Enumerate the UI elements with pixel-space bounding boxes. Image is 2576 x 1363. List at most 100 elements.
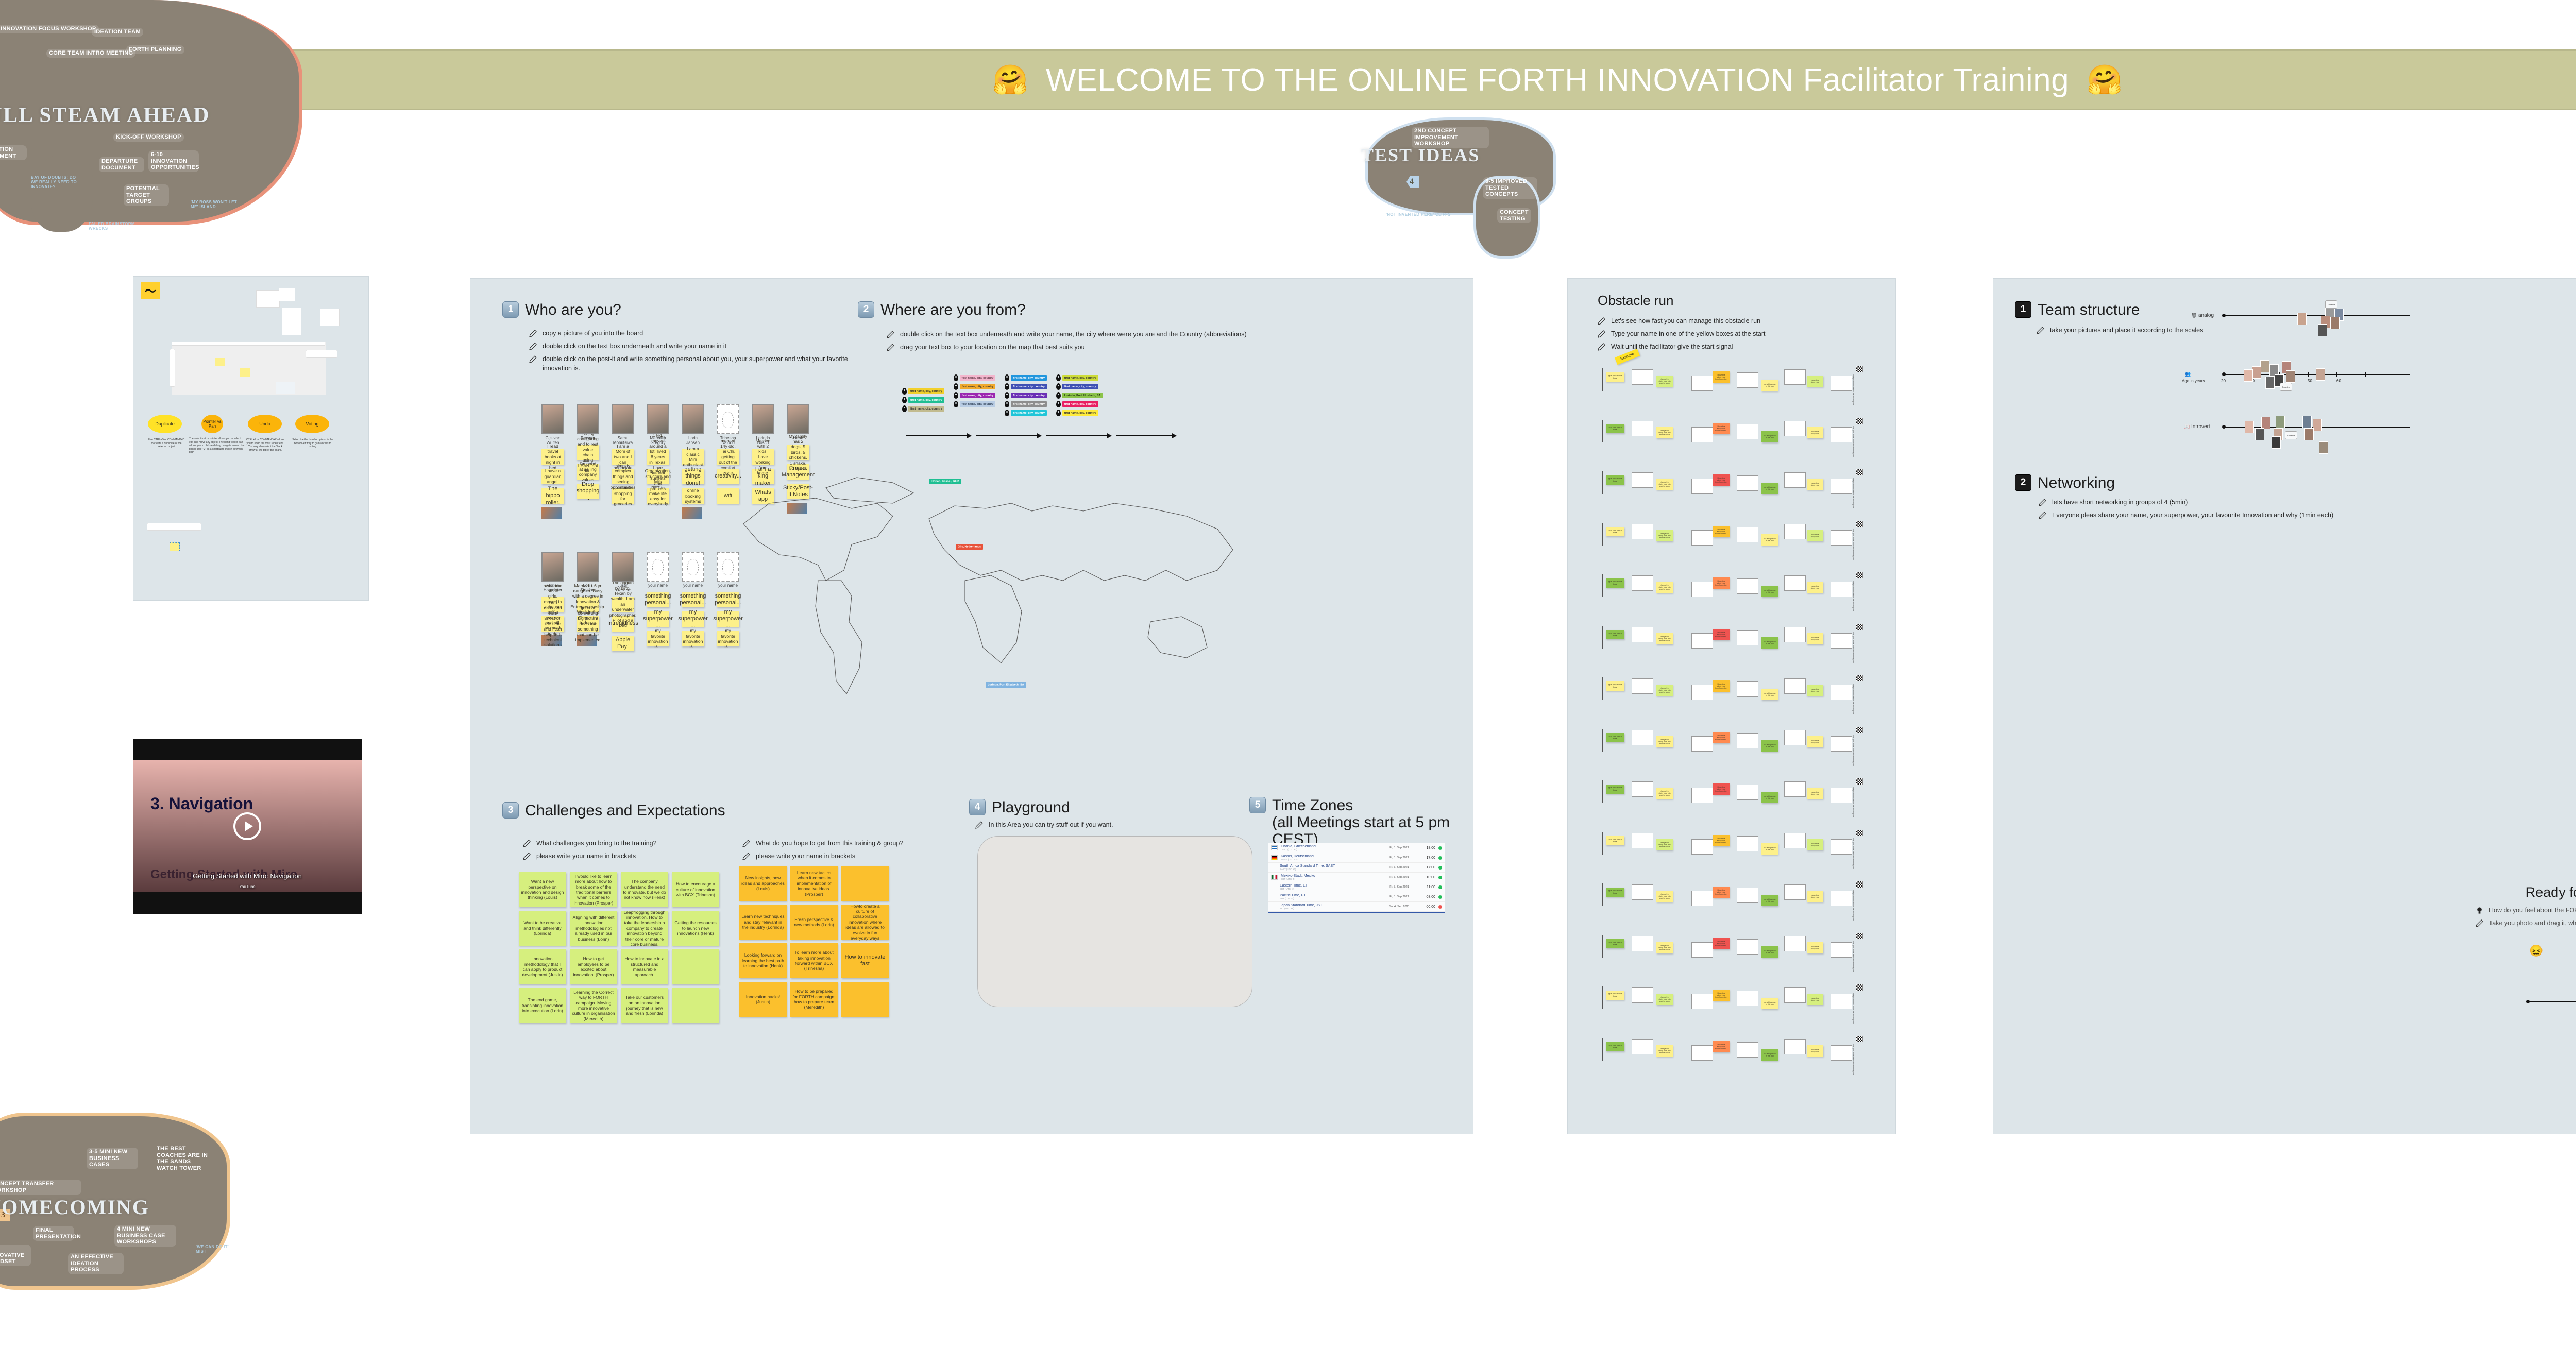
participant-thumb[interactable] — [2286, 370, 2295, 383]
obstacle-name-note[interactable]: type your name here — [1606, 527, 1624, 536]
location-pin-label[interactable]: first name, city, country — [1011, 410, 1047, 416]
obstacle-frame[interactable] — [1831, 839, 1852, 855]
obstacle-sticky-note[interactable]: move this sticky note — [1807, 582, 1823, 593]
sticky-note[interactable]: Sticky/Post-It Notes — [783, 484, 813, 499]
location-pin-label[interactable]: first name, city, country — [908, 388, 944, 394]
obstacle-sticky-note[interactable]: put a big arrow in this box — [1761, 843, 1778, 855]
obstacle-sticky-note[interactable]: move this sticky note — [1807, 891, 1823, 902]
location-pin-row[interactable]: first name, city, country — [953, 383, 996, 390]
person-name[interactable]: Meredith Gregory — [650, 436, 666, 445]
person-card[interactable]: ProsperI enjoy configuring and to rest v… — [577, 404, 599, 519]
obstacle-frame[interactable] — [1691, 427, 1713, 442]
sticky-note[interactable]: something personal... — [715, 592, 741, 607]
sticky-note[interactable]: To learn more about taking innovation fo… — [790, 943, 838, 978]
sticky-note[interactable]: creativity... — [715, 469, 741, 484]
sticky-note[interactable]: Intrepidness — [607, 616, 638, 632]
obstacle-frame[interactable] — [1632, 936, 1653, 951]
participant-thumb[interactable] — [2244, 369, 2253, 382]
location-pin-label[interactable]: first name, city, country — [1011, 384, 1047, 389]
obstacle-sticky-note[interactable]: put a big arrow in this box — [1761, 1049, 1778, 1061]
obstacle-frame[interactable] — [1691, 530, 1713, 546]
sticky-note[interactable]: Want to be creative and think differentl… — [519, 911, 566, 946]
obstacle-frame[interactable] — [1632, 730, 1653, 745]
obstacle-sticky-note[interactable]: change this sticky note into another col… — [1656, 582, 1673, 593]
sticky-note[interactable]: Getting the resources to launch new inno… — [672, 911, 719, 946]
location-pin-label[interactable]: first name, city, country — [908, 406, 944, 412]
obstacle-frame[interactable] — [1831, 633, 1852, 649]
obstacle-sticky-note[interactable]: Move this sticky note from frame to... — [1713, 371, 1730, 383]
sticky-note[interactable]: Fresh perspective & new methods (Lorin) — [790, 905, 838, 940]
obstacle-frame[interactable] — [1831, 582, 1852, 597]
obstacle-frame[interactable] — [1784, 678, 1806, 694]
person-photo[interactable] — [612, 552, 634, 582]
person-name[interactable]: Lorin Jansen — [686, 436, 700, 445]
person-card[interactable]: Gijs van Wulfen I read travel books at ni… — [541, 404, 564, 519]
obstacle-sticky-note[interactable]: move this sticky note — [1807, 942, 1823, 953]
participant-thumb[interactable] — [2313, 419, 2322, 431]
map-tag-florian[interactable]: Florian, Kassel, GER — [929, 475, 961, 484]
obstacle-frame[interactable] — [1632, 421, 1653, 436]
name-card-trinesha[interactable]: Trinesha — [2325, 300, 2337, 309]
obstacle-sticky-note[interactable]: put a big arrow in this box — [1761, 946, 1778, 958]
person-name[interactable]: your name — [683, 583, 703, 588]
sticky-note[interactable]: How to innovate in a structured and meas… — [621, 949, 668, 984]
person-card[interactable]: Samu Mohutsiwa I am a Mom of two and I ca… — [611, 404, 635, 519]
location-pin-row[interactable]: first name, city, country — [953, 374, 996, 381]
obstacle-sticky-note[interactable]: change this sticky note into another col… — [1656, 530, 1673, 541]
obstacle-frame[interactable] — [1691, 633, 1713, 649]
sticky-note[interactable]: something personal... — [680, 592, 706, 607]
sticky-note[interactable]: Take our customers on an innovation jour… — [621, 988, 668, 1023]
person-photo[interactable] — [752, 404, 774, 434]
obstacle-sticky-note[interactable]: move this sticky note — [1807, 427, 1823, 438]
location-pin-label[interactable]: first name, city, country — [1062, 384, 1098, 389]
sticky-note[interactable]: I am a Mom of two and I can negociate — [612, 444, 634, 470]
obstacle-run-row[interactable]: type your name here change this sticky no… — [1599, 771, 1877, 819]
participant-thumb[interactable] — [2316, 368, 2325, 381]
obstacle-sticky-note[interactable]: put a big arrow in this box — [1761, 534, 1778, 546]
play-button[interactable] — [233, 812, 261, 840]
obstacle-sticky-note[interactable]: Move this sticky note from frame to... — [1713, 783, 1730, 795]
obstacle-name-note[interactable]: type your name here — [1606, 888, 1624, 897]
location-pin-label[interactable]: first name, city, country — [959, 375, 996, 381]
location-pin-label[interactable]: first name, city, country — [1011, 375, 1047, 381]
person-photo[interactable] — [577, 552, 599, 582]
sticky-note[interactable]: How to encourage a culture of innovation… — [672, 872, 719, 907]
sticky-note[interactable]: online booking systems — [682, 488, 704, 504]
sticky-note[interactable]: How to innovate fast — [841, 943, 889, 978]
obstacle-frame[interactable] — [1784, 936, 1806, 951]
location-pin-row[interactable]: first name, city, country — [1056, 383, 1103, 390]
person-photo[interactable] — [541, 552, 564, 582]
sticky-note[interactable]: Apple Pay! — [612, 636, 634, 651]
sticky-note[interactable]: my superpower ... — [678, 608, 708, 629]
participant-thumb[interactable] — [2255, 428, 2264, 440]
participant-thumb[interactable] — [2272, 436, 2281, 449]
obstacle-name-note[interactable]: type your name here — [1606, 785, 1624, 794]
location-pin-label[interactable]: first name, city, country — [959, 393, 996, 398]
obstacle-run-row[interactable]: type your name here change this sticky no… — [1599, 874, 1877, 922]
person-name[interactable]: Gijs van Wulfen — [545, 436, 561, 445]
participant-thumb[interactable] — [2318, 324, 2327, 336]
obstacle-sticky-note[interactable]: Move this sticky note from frame to... — [1713, 835, 1730, 846]
obstacle-run-row[interactable]: type your name here change this sticky no… — [1599, 977, 1877, 1025]
sticky-note[interactable]: Drop shopping .. — [576, 481, 600, 501]
obstacle-run-rows[interactable]: type your name here change this sticky no… — [1599, 359, 1877, 1080]
obstacle-sticky-note[interactable]: change this sticky note into another col… — [1656, 839, 1673, 850]
obstacle-frame[interactable] — [1831, 685, 1852, 700]
person-photo[interactable] — [717, 404, 739, 434]
sticky-note[interactable]: Learn new techniques and stay relevant i… — [739, 905, 787, 940]
obstacle-sticky-note[interactable]: change this sticky note into another col… — [1656, 994, 1673, 1005]
obstacle-frame[interactable] — [1737, 733, 1758, 748]
sticky-note[interactable]: I enjoy configuring and to rest value ch… — [577, 431, 599, 473]
scale-age[interactable]: 👥 Age in years 20 30 40 50 60 Trinesha — [2182, 360, 2420, 397]
participant-thumb[interactable] — [2260, 360, 2269, 372]
obstacle-run-row[interactable]: type your name here change this sticky no… — [1599, 617, 1877, 664]
obstacle-sticky-note[interactable]: put a big arrow in this box — [1761, 689, 1778, 700]
location-pin-label[interactable]: first name, city, country — [1062, 401, 1098, 407]
obstacle-sticky-note[interactable]: change this sticky note into another col… — [1656, 685, 1673, 696]
obstacle-sticky-note[interactable]: Move this sticky note from frame to... — [1713, 887, 1730, 898]
person-photo[interactable] — [612, 404, 634, 434]
obstacle-run-row[interactable]: type your name here change this sticky no… — [1599, 668, 1877, 715]
sticky-note[interactable]: Learning the Correct way to FORTH campai… — [570, 988, 617, 1023]
obstacle-frame[interactable] — [1632, 524, 1653, 539]
obstacle-frame[interactable] — [1737, 888, 1758, 903]
